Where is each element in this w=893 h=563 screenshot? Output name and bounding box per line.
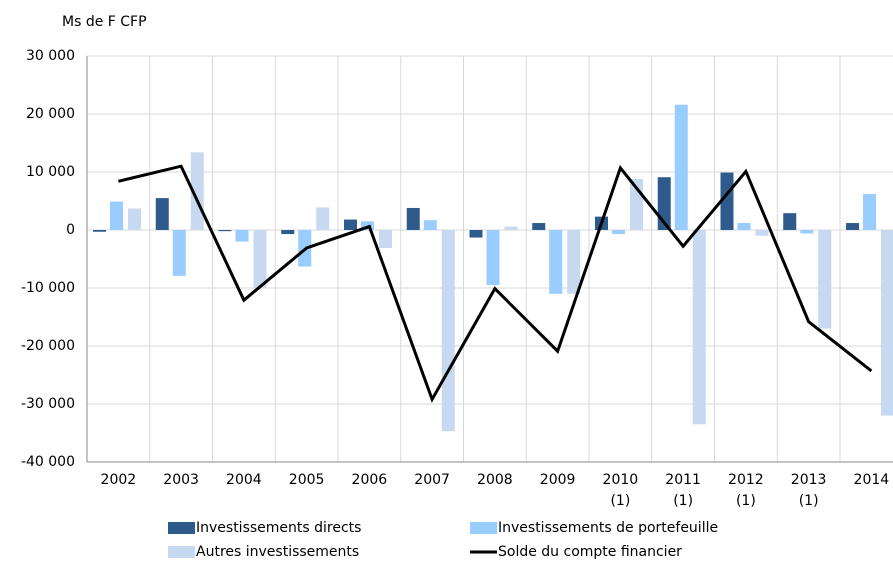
x-tick-label: (1) [610,493,630,509]
bar [692,230,706,425]
x-tick-label: 2012 [728,472,764,488]
bar [720,172,734,230]
bar [253,230,267,288]
x-tick-label: 2009 [540,472,576,488]
y-tick-label: 30 000 [26,48,75,64]
y-tick-label: -40 000 [21,454,75,470]
legend-swatch [168,546,195,558]
bar [93,230,106,232]
bar [881,230,893,416]
bar [863,194,876,230]
bar [344,219,357,230]
legend-label: Solde du compte financier [498,544,682,560]
x-tick-label: (1) [799,493,819,509]
x-tick-label: 2005 [289,472,325,488]
bar [549,230,563,294]
legend-swatch [470,522,497,534]
x-tick-label: 2007 [414,472,450,488]
x-tick-label: 2002 [101,472,137,488]
bar [441,230,455,432]
x-tick-label: (1) [673,493,693,509]
bar [486,230,500,286]
x-tick-label: 2004 [226,472,262,488]
x-tick-label: 2014 [854,472,890,488]
y-tick-label: 10 000 [26,164,75,180]
bar [469,230,483,238]
bar [379,230,392,248]
bar [737,223,751,230]
bar [755,230,769,236]
bar [800,230,814,234]
bar [423,220,437,230]
x-tick-label: 2011 [665,472,701,488]
y-axis-unit: Ms de F CFP [62,14,147,30]
bar [316,207,330,230]
bar [281,230,295,235]
legend-label: Investissements de portefeuille [498,520,718,536]
x-tick-label: (1) [736,493,756,509]
x-tick-label: 2006 [352,472,388,488]
x-tick-label: 2003 [163,472,199,488]
bar [110,201,123,230]
bar [567,230,581,294]
legend-label: Autres investissements [196,544,359,560]
x-tick-label: 2010 [603,472,639,488]
bar [406,207,420,230]
line [118,164,873,403]
bar [846,223,859,230]
bar [235,230,249,242]
y-tick-label: -10 000 [21,280,75,296]
legend-swatch [168,522,195,534]
bar [532,223,546,230]
bar [218,230,232,232]
bar [674,104,688,230]
x-tick-label: 2008 [477,472,513,488]
bar [128,208,141,230]
bar [504,226,518,230]
y-tick-label: -30 000 [21,396,75,412]
bar [612,230,625,235]
y-tick-label: -20 000 [21,338,75,354]
bar [172,230,186,276]
y-tick-label: 20 000 [26,106,75,122]
bar [155,198,169,230]
bar [783,213,797,230]
y-tick-label: 0 [66,222,75,238]
bar [818,230,832,329]
legend-label: Investissements directs [196,520,361,536]
x-tick-label: 2013 [791,472,827,488]
